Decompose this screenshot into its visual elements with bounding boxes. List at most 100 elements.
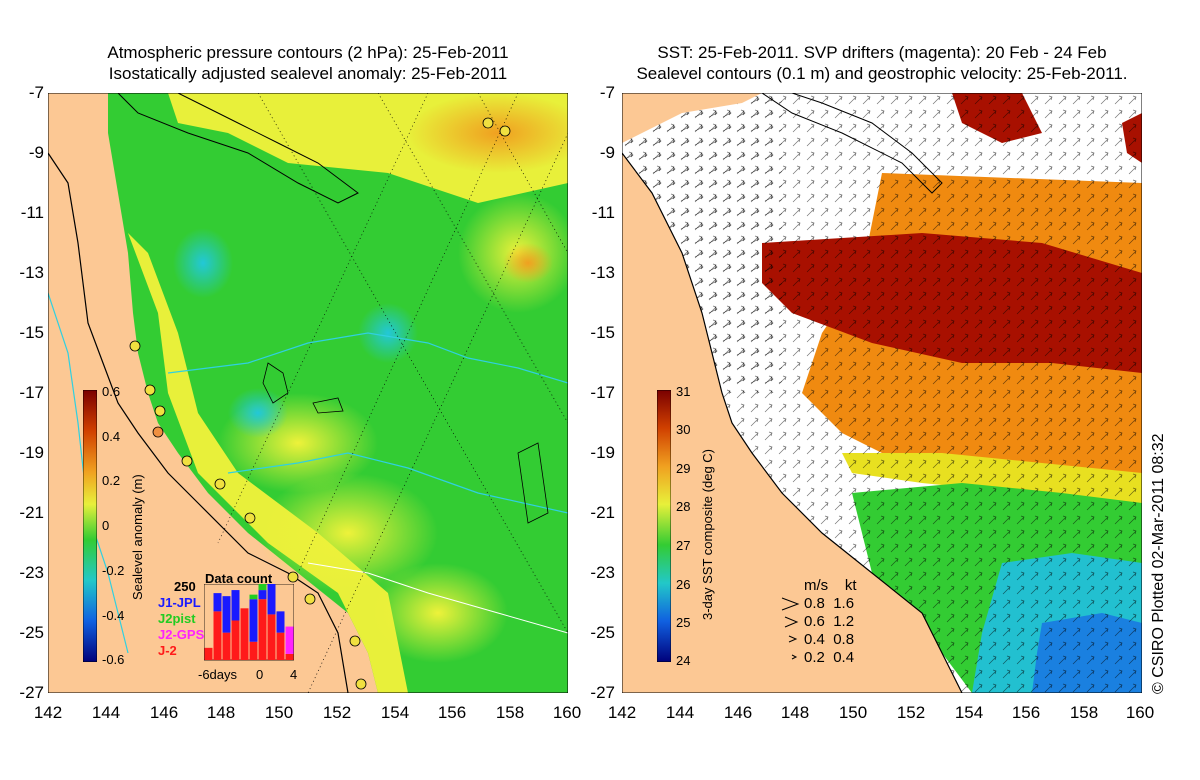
left-title-line2: Isostatically adjusted sealevel anomaly:…: [108, 64, 508, 83]
left-xtick: 150: [264, 703, 294, 722]
data-count-histogram: [204, 584, 294, 661]
data-count-bar-red: [213, 611, 222, 660]
right-ytick: -7: [599, 83, 615, 102]
left-colorbar: [83, 390, 97, 662]
velocity-scale-header: m/s kt: [804, 577, 857, 594]
data-count-bar-magenta: [285, 626, 294, 654]
data-count-bar-red: [249, 641, 258, 660]
left-xtick: 144: [91, 703, 121, 722]
legend-j1-jpl: J1-JPL: [158, 595, 201, 610]
left-colorbar-tick: -0.4: [102, 608, 125, 623]
data-count-bar-blue: [258, 590, 267, 600]
right-xtick: 152: [896, 703, 926, 722]
data-count-bar-green: [249, 594, 258, 600]
data-count-bar-red: [285, 653, 294, 660]
csiro-credit: © CSIRO Plotted 02-Mar-2011 08:32: [1150, 433, 1167, 694]
left-xtick: 146: [149, 703, 179, 722]
left-ytick: -9: [28, 143, 44, 162]
left-ytick: -27: [19, 683, 44, 702]
left-colorbar-tick: -0.6: [102, 652, 125, 667]
velocity-scale-row: 0.2 0.4: [804, 649, 855, 666]
left-xtick: 160: [552, 703, 582, 722]
right-xtick: 146: [723, 703, 753, 722]
left-title-line1: Atmospheric pressure contours (2 hPa): 2…: [107, 43, 509, 62]
data-count-frame: [204, 584, 294, 661]
data-count-max: 250: [174, 579, 196, 594]
left-xtick: 142: [33, 703, 63, 722]
left-ytick: -17: [19, 383, 44, 402]
right-xtick: 156: [1011, 703, 1041, 722]
left-colorbar-label: Sealevel anomaly (m): [130, 474, 145, 600]
data-count-bar-red: [240, 608, 249, 660]
left-colorbar-tick: 0.6: [102, 384, 121, 399]
velocity-scale-arrows: [781, 597, 800, 660]
left-ytick: -23: [19, 563, 44, 582]
left-pressure-contour-2: [227, 452, 568, 514]
left-xtick: 152: [322, 703, 352, 722]
right-ytick: -13: [590, 263, 615, 282]
left-xtick: 158: [495, 703, 525, 722]
legend-j2-gps: J2-GPS: [158, 627, 205, 642]
data-count-bar-blue: [276, 611, 285, 633]
data-count-axis-label: 0: [256, 667, 264, 682]
data-count-bar-red: [222, 632, 231, 660]
left-colorbar-tick: 0: [102, 518, 110, 533]
right-colorbar-tick: 24: [676, 653, 691, 668]
data-count-bar-red: [267, 614, 276, 660]
right-ytick: -27: [590, 683, 615, 702]
right-xtick: 158: [1069, 703, 1099, 722]
right-colorbar: [657, 390, 671, 662]
legend-j2pist: J2pist: [158, 611, 196, 626]
velocity-scale-row: 0.6 1.2: [804, 613, 855, 630]
left-ytick: -11: [20, 203, 44, 222]
data-count-bar-blue: [249, 599, 258, 642]
right-colorbar-tick: 28: [676, 499, 691, 514]
data-count-title: Data count: [205, 571, 273, 586]
right-australia-coast: [622, 152, 963, 693]
data-count-bar-red: [258, 599, 267, 660]
velocity-scale-ms-header: m/s: [804, 577, 829, 594]
right-ytick: -19: [590, 443, 615, 462]
left-ytick: -7: [28, 83, 44, 102]
left-ytick: -25: [19, 623, 44, 642]
left-xtick: 156: [437, 703, 467, 722]
right-colorbar-tick: 27: [676, 538, 691, 553]
right-ytick: -11: [591, 203, 615, 222]
right-ytick: -15: [590, 323, 615, 342]
right-xtick: 150: [838, 703, 868, 722]
right-xtick: 154: [954, 703, 984, 722]
left-australia-coast: [48, 152, 349, 693]
left-ytick: -21: [19, 503, 44, 522]
left-colorbar-tick: 0.4: [102, 429, 121, 444]
left-ytick: -13: [19, 263, 44, 282]
right-ytick: -23: [590, 563, 615, 582]
right-xtick: 148: [780, 703, 810, 722]
legend-j-2: J-2: [158, 643, 177, 658]
data-count-bar-blue: [222, 596, 231, 633]
left-colorbar-tick: 0.2: [102, 473, 121, 488]
data-count-axis-label: 4: [290, 667, 298, 682]
right-colorbar-tick: 30: [676, 422, 691, 437]
velocity-scale-row: 0.8 1.6: [804, 595, 855, 612]
right-colorbar-label: 3-day SST composite (deg C): [700, 449, 715, 620]
left-ytick: -15: [19, 323, 44, 342]
right-newguinea-coast: [761, 93, 943, 194]
left-pressure-contour-1: [167, 332, 568, 384]
left-newguinea-coast: [117, 93, 359, 204]
right-map: [622, 93, 1142, 693]
right-ytick: -17: [590, 383, 615, 402]
right-ytick: -21: [590, 503, 615, 522]
right-xtick: 142: [607, 703, 637, 722]
right-ytick: -25: [590, 623, 615, 642]
data-count-bar-red: [204, 647, 213, 660]
right-colorbar-tick: 31: [676, 384, 691, 399]
right-colorbar-tick: 29: [676, 461, 691, 476]
left-map: [48, 93, 568, 693]
left-xtick: 154: [380, 703, 410, 722]
data-count-bar-blue: [267, 584, 276, 615]
left-colorbar-tick: -0.2: [102, 563, 125, 578]
data-count-bar-blue: [231, 590, 240, 621]
right-ytick: -9: [599, 143, 615, 162]
data-count-bar-red: [231, 620, 240, 660]
right-xtick: 144: [665, 703, 695, 722]
